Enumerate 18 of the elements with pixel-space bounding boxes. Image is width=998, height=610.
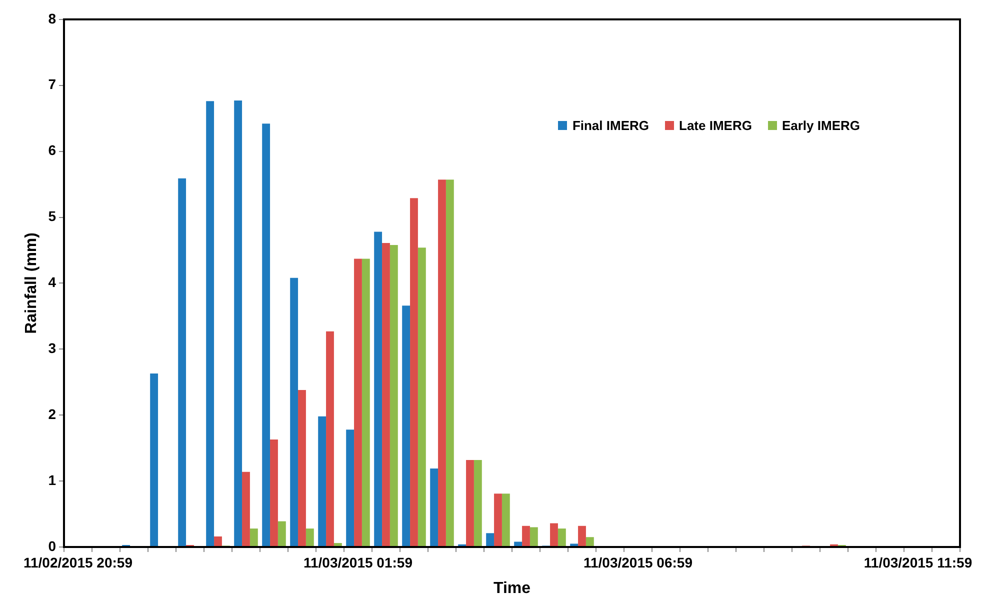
x-tick-label: 11/03/2015 06:59 — [583, 554, 693, 570]
y-tick-label: 5 — [48, 208, 56, 224]
y-tick-label: 0 — [48, 538, 56, 554]
legend-label: Late IMERG — [679, 118, 752, 133]
x-tick-label: 11/03/2015 11:59 — [864, 554, 972, 570]
x-tick-label: 11/02/2015 20:59 — [23, 554, 133, 570]
y-tick-label: 4 — [48, 274, 56, 290]
y-tick-label: 2 — [48, 406, 56, 422]
legend-label: Final IMERG — [572, 118, 649, 133]
y-tick-label: 6 — [48, 142, 56, 158]
y-tick-label: 3 — [48, 340, 56, 356]
legend-label: Early IMERG — [782, 118, 860, 133]
x-axis-title: Time — [493, 580, 531, 597]
x-tick-label: 11/03/2015 01:59 — [303, 554, 413, 570]
y-tick-label: 8 — [48, 10, 56, 26]
y-tick-label: 7 — [48, 76, 56, 92]
y-axis-title: Rainfall (mm) — [23, 232, 40, 334]
y-tick-label: 1 — [48, 472, 56, 488]
